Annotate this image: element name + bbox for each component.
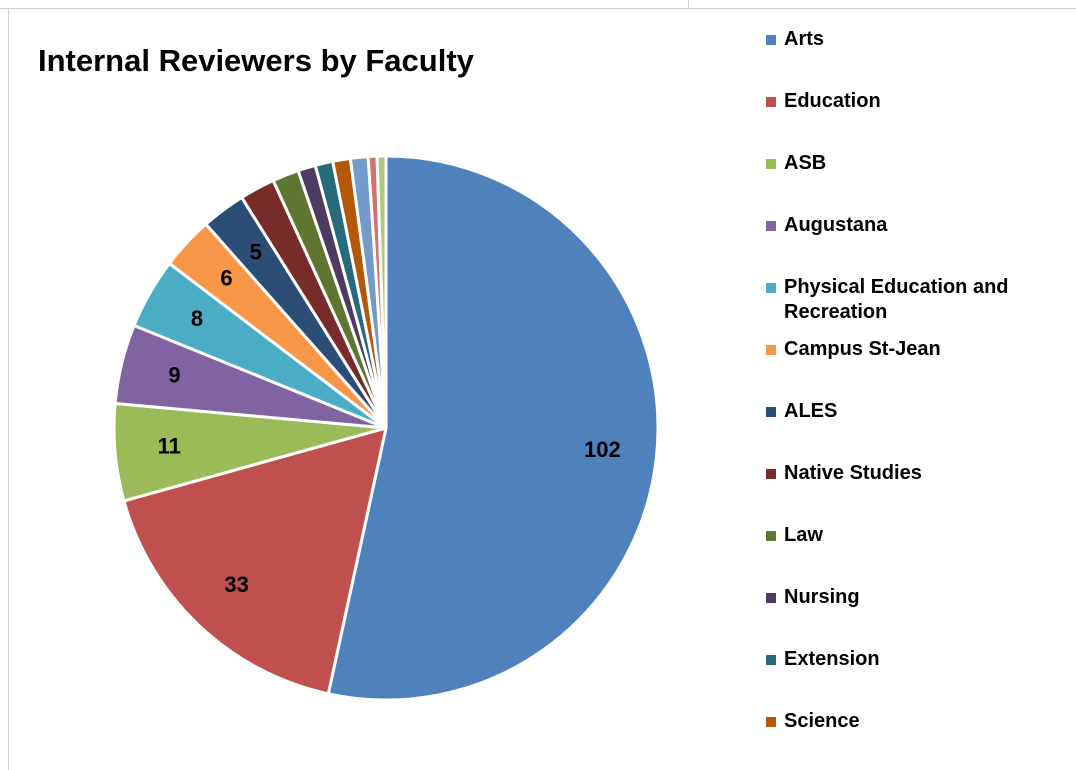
legend-item: Campus St-Jean — [766, 337, 1056, 362]
legend-swatch — [766, 407, 776, 417]
legend-swatch — [766, 283, 776, 293]
data-label: 9 — [168, 362, 180, 387]
legend-item: Education — [766, 89, 1056, 114]
legend-label: Education — [784, 90, 881, 112]
legend-label: Campus St-Jean — [784, 338, 941, 360]
pie-slice — [326, 154, 660, 702]
legend-item: Nursing — [766, 585, 1056, 610]
legend-item: Extension — [766, 647, 1056, 672]
legend-label: Native Studies — [784, 462, 922, 484]
legend-item: Physical Education and Recreation — [766, 275, 1056, 325]
legend-swatch — [766, 97, 776, 107]
legend-item: Law — [766, 523, 1056, 548]
legend-swatch — [766, 221, 776, 231]
legend-swatch — [766, 345, 776, 355]
legend-item: Augustana — [766, 213, 1056, 238]
legend-label: Nursing — [784, 586, 860, 608]
legend-item: Arts — [766, 27, 1056, 52]
data-label: 33 — [224, 572, 248, 597]
legend-label: Physical Education and Recreation — [784, 276, 1009, 323]
legend-label: Law — [784, 524, 823, 546]
legend-item: Science — [766, 709, 1056, 734]
legend-label: Extension — [784, 648, 880, 670]
legend-item: Native Studies — [766, 461, 1056, 486]
legend-swatch — [766, 593, 776, 603]
data-label: 11 — [158, 433, 181, 458]
legend-swatch — [766, 35, 776, 45]
legend-label: Science — [784, 710, 860, 732]
legend-swatch — [766, 159, 776, 169]
pie-slice — [122, 425, 388, 696]
data-label: 8 — [191, 306, 203, 331]
data-label: 6 — [220, 266, 232, 291]
legend-label: ASB — [784, 152, 827, 174]
data-label: 102 — [584, 437, 621, 462]
legend-label: Arts — [784, 28, 825, 50]
data-label: 5 — [250, 239, 262, 264]
legend-swatch — [766, 531, 776, 541]
legend-swatch — [766, 469, 776, 479]
legend-item: ASB — [766, 151, 1056, 176]
legend-item: ALES — [766, 399, 1056, 424]
legend-swatch — [766, 655, 776, 665]
pie-slice — [375, 154, 388, 429]
legend-label: Augustana — [784, 214, 888, 236]
legend-label: ALES — [784, 400, 838, 422]
chart-title: Internal Reviewers by Faculty — [38, 43, 475, 78]
legend-swatch — [766, 717, 776, 727]
